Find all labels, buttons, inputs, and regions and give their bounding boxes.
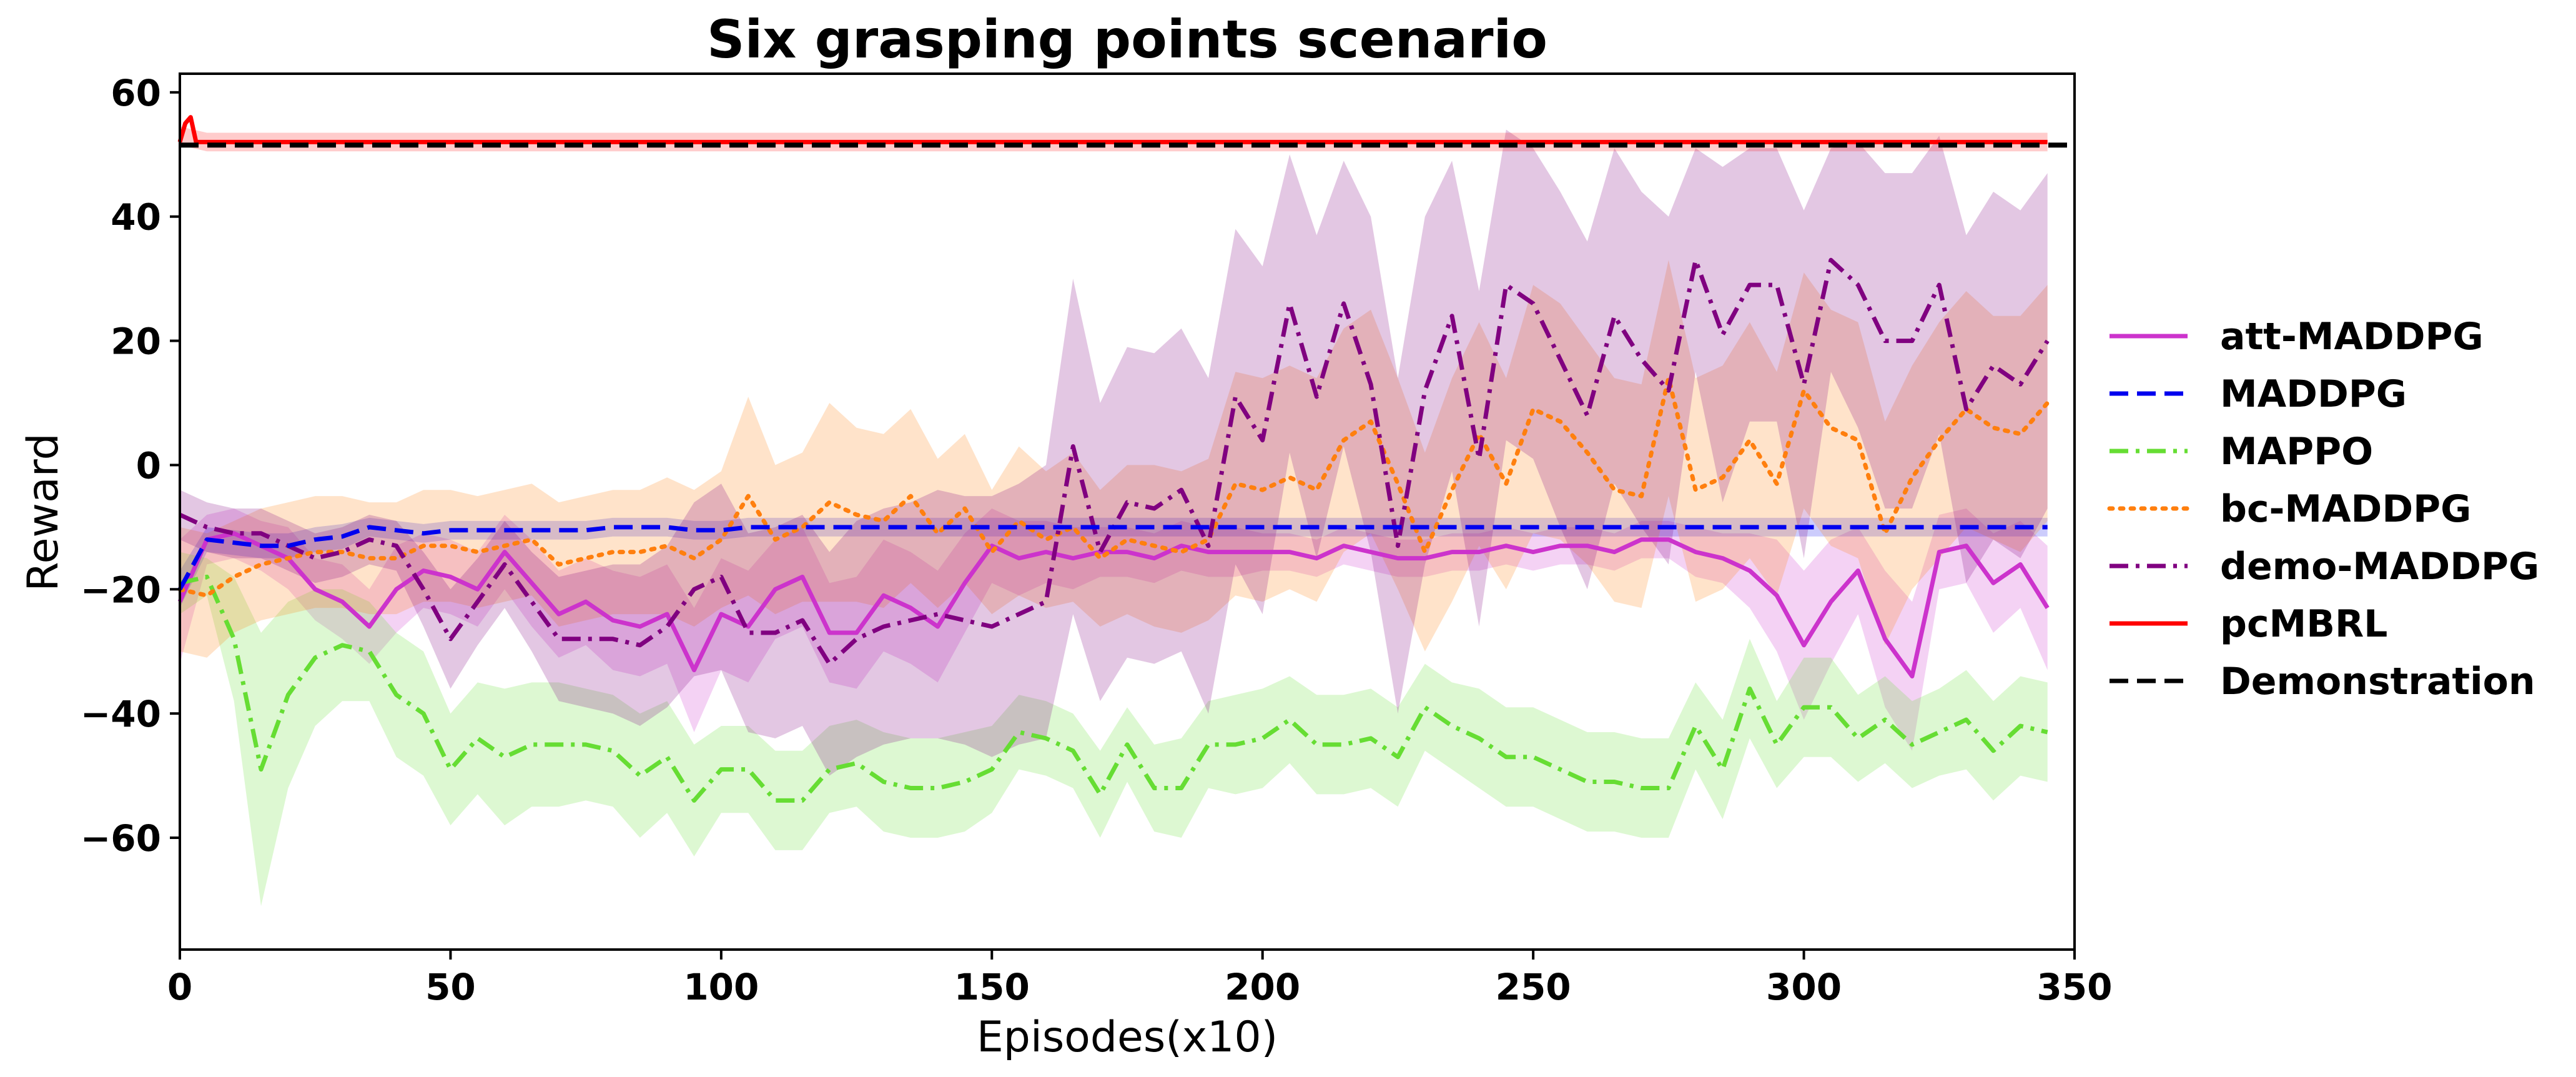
legend-item-mappo: MAPPO [2110, 430, 2373, 474]
y-tick-label: 60 [111, 72, 161, 114]
legend-item-demo-maddpg: demo-MADDPG [2110, 545, 2539, 588]
series-line-maddpg [177, 525, 2048, 590]
legend-label: Demonstration [2220, 660, 2535, 703]
legend-item-bc-maddpg: bc-MADDPG [2107, 487, 2471, 531]
x-tick-label: 250 [1496, 966, 1571, 1008]
legend-item-maddpg: MADDPG [2110, 372, 2407, 416]
x-tick-label: 100 [683, 966, 759, 1008]
x-axis: 0 50 100 150 200 250 300 350 [167, 950, 2113, 1008]
y-tick-label: 40 [111, 196, 161, 239]
series-line-bc-maddpg [177, 375, 2050, 598]
x-tick-label: 0 [167, 966, 192, 1008]
lines-layer [177, 115, 2075, 803]
band-pcmbrl [180, 126, 2048, 152]
series-line-pcmbrl [177, 115, 2048, 144]
legend-label: demo-MADDPG [2220, 545, 2539, 588]
bands-layer [180, 126, 2048, 906]
band-att-maddpg [180, 509, 2048, 751]
x-tick-label: 50 [425, 966, 476, 1008]
x-axis-label: Episodes(x10) [977, 1013, 1278, 1062]
legend-label: MADDPG [2220, 372, 2407, 416]
x-tick-label: 350 [2036, 966, 2112, 1008]
plot-frame [179, 72, 2076, 951]
legend-label: att-MADDPG [2220, 315, 2484, 359]
legend-label: MAPPO [2220, 430, 2373, 474]
y-axis: −60 −40 −20 0 20 40 60 [81, 72, 180, 860]
y-tick-label: −40 [81, 693, 161, 735]
legend: att-MADDPG MADDPG MAPPO bc-MADDPG demo-MADDP… [2107, 315, 2539, 703]
band-mappo [180, 552, 2048, 906]
series-line-mappo [179, 574, 2048, 803]
series-line-att-maddpg [177, 531, 2050, 678]
band-bc-maddpg [180, 260, 2048, 658]
legend-item-pcmbrl: pcMBRL [2110, 602, 2387, 646]
legend-label: bc-MADDPG [2220, 487, 2471, 531]
band-demo-maddpg [180, 129, 2048, 776]
x-tick-label: 300 [1766, 966, 1842, 1008]
legend-item-demonstration: Demonstration [2110, 660, 2535, 703]
legend-label: pcMBRL [2220, 602, 2387, 646]
x-tick-label: 150 [954, 966, 1030, 1008]
x-tick-label: 200 [1225, 966, 1300, 1008]
chart-title: Six grasping points scenario [707, 9, 1547, 70]
y-tick-label: −60 [81, 817, 161, 860]
y-tick-label: 20 [111, 320, 161, 363]
y-axis-label: Reward [19, 433, 68, 591]
y-tick-label: −20 [81, 568, 161, 611]
y-tick-label: 0 [136, 444, 161, 487]
legend-item-att-maddpg: att-MADDPG [2110, 315, 2484, 359]
